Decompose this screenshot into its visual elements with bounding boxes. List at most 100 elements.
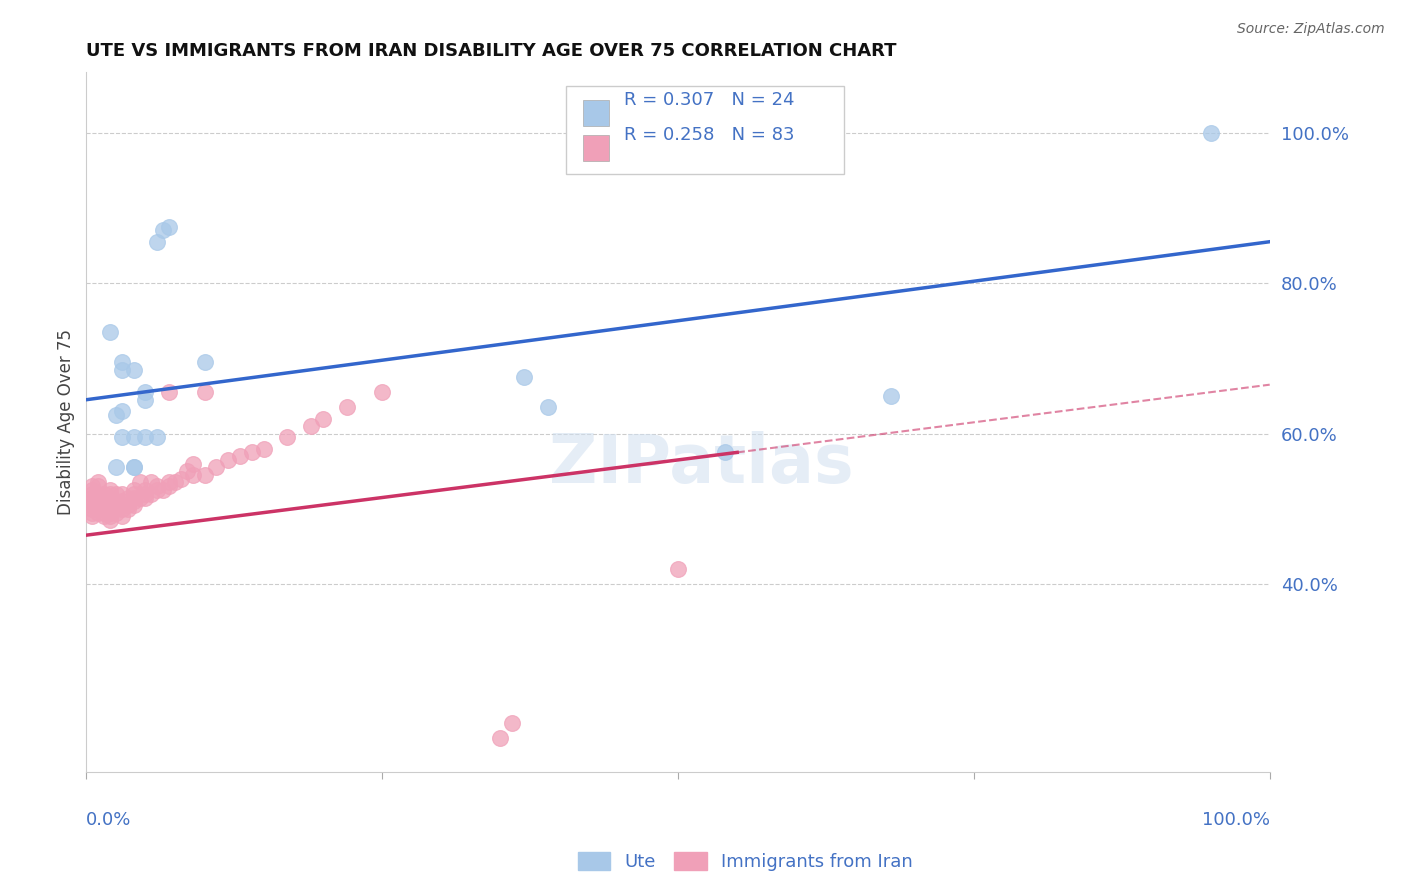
Point xyxy=(98,506,121,520)
Point xyxy=(111,362,134,376)
Point xyxy=(122,498,145,512)
Point xyxy=(93,491,115,505)
Point xyxy=(122,491,145,505)
Point xyxy=(111,494,134,508)
Text: R = 0.307   N = 24: R = 0.307 N = 24 xyxy=(624,91,794,109)
Point xyxy=(87,506,110,520)
Point xyxy=(312,411,335,425)
Point xyxy=(194,355,217,369)
Point xyxy=(104,460,127,475)
Point xyxy=(152,223,174,237)
Point xyxy=(141,487,163,501)
Point xyxy=(93,494,115,508)
Point xyxy=(371,385,394,400)
Point xyxy=(93,498,115,512)
Point xyxy=(122,430,145,444)
Point xyxy=(117,501,139,516)
Legend: Ute, Immigrants from Iran: Ute, Immigrants from Iran xyxy=(571,845,920,879)
Point xyxy=(111,498,134,512)
Point xyxy=(87,498,110,512)
Point xyxy=(87,501,110,516)
Point xyxy=(122,460,145,475)
Point xyxy=(111,501,134,516)
Point xyxy=(146,479,169,493)
Point xyxy=(666,562,689,576)
Point xyxy=(82,501,104,516)
Point xyxy=(98,487,121,501)
Point xyxy=(146,483,169,497)
Point xyxy=(82,506,104,520)
Point xyxy=(87,479,110,493)
Point xyxy=(537,401,560,415)
Point xyxy=(134,430,156,444)
Y-axis label: Disability Age Over 75: Disability Age Over 75 xyxy=(58,329,75,516)
Point xyxy=(134,483,156,497)
Point xyxy=(104,487,127,501)
Point xyxy=(87,487,110,501)
Point xyxy=(111,430,134,444)
Point xyxy=(165,475,187,490)
Point xyxy=(104,506,127,520)
Point xyxy=(134,392,156,407)
Point xyxy=(194,385,217,400)
Point xyxy=(104,501,127,516)
Point xyxy=(152,483,174,497)
Point xyxy=(98,491,121,505)
Point xyxy=(134,487,156,501)
FancyBboxPatch shape xyxy=(583,100,609,127)
Text: 100.0%: 100.0% xyxy=(1202,811,1270,829)
Point xyxy=(111,509,134,524)
Point xyxy=(111,404,134,418)
Point xyxy=(122,483,145,497)
Point xyxy=(122,362,145,376)
Point xyxy=(146,430,169,444)
Point xyxy=(157,385,180,400)
Point xyxy=(134,385,156,400)
Point xyxy=(98,501,121,516)
Point xyxy=(82,491,104,505)
Point xyxy=(93,509,115,524)
Point xyxy=(157,479,180,493)
Point xyxy=(98,483,121,497)
Point xyxy=(157,475,180,490)
Point xyxy=(157,219,180,234)
Point xyxy=(82,498,104,512)
Point xyxy=(253,442,276,456)
Point xyxy=(489,731,512,746)
Point xyxy=(170,472,193,486)
Point xyxy=(276,430,298,444)
Point xyxy=(111,355,134,369)
Point xyxy=(87,494,110,508)
Point xyxy=(87,491,110,505)
FancyBboxPatch shape xyxy=(565,87,844,174)
Point xyxy=(122,487,145,501)
Point xyxy=(299,419,322,434)
Point xyxy=(1199,126,1222,140)
Text: R = 0.258   N = 83: R = 0.258 N = 83 xyxy=(624,126,794,144)
Point xyxy=(98,494,121,508)
Text: 0.0%: 0.0% xyxy=(86,811,132,829)
Point xyxy=(93,487,115,501)
Point xyxy=(217,453,239,467)
Point xyxy=(87,475,110,490)
Point xyxy=(104,494,127,508)
Point xyxy=(501,716,523,731)
Point xyxy=(98,498,121,512)
Point xyxy=(82,479,104,493)
Point xyxy=(82,483,104,497)
Point xyxy=(134,491,156,505)
Point xyxy=(141,475,163,490)
Point xyxy=(111,487,134,501)
Text: UTE VS IMMIGRANTS FROM IRAN DISABILITY AGE OVER 75 CORRELATION CHART: UTE VS IMMIGRANTS FROM IRAN DISABILITY A… xyxy=(86,42,897,60)
Point xyxy=(880,389,903,403)
Point xyxy=(229,449,252,463)
Text: ZIPatlas: ZIPatlas xyxy=(550,431,853,497)
Point xyxy=(98,509,121,524)
Point xyxy=(176,464,198,478)
Point xyxy=(128,475,150,490)
Point xyxy=(146,235,169,249)
Point xyxy=(181,467,204,482)
Point xyxy=(117,491,139,505)
Point xyxy=(98,325,121,339)
Point xyxy=(98,513,121,527)
